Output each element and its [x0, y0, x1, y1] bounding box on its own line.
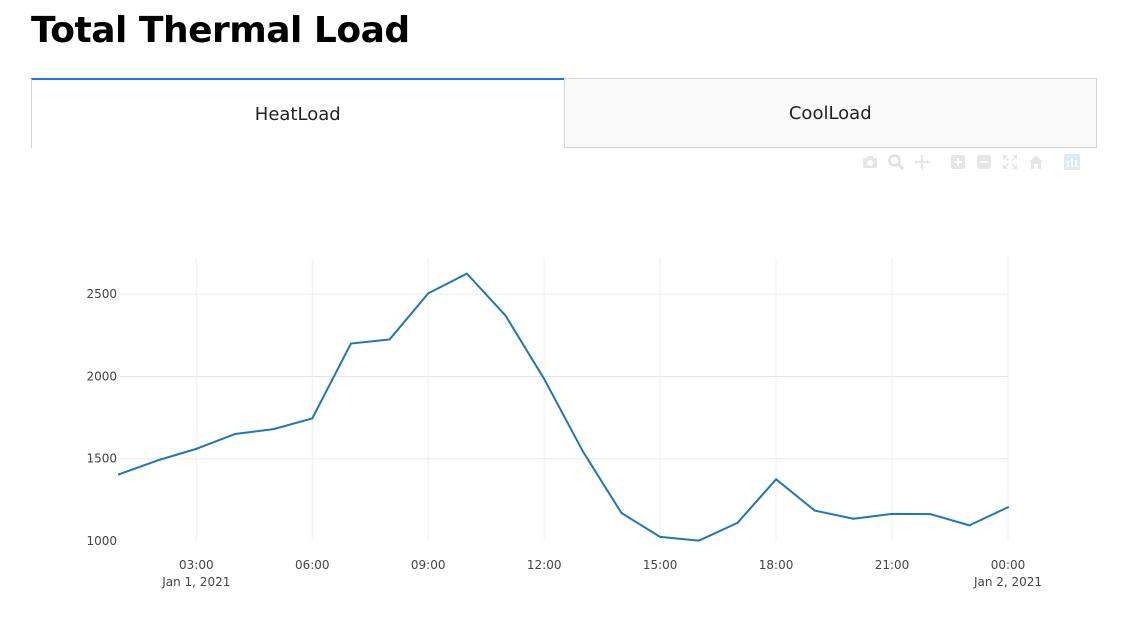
data-point [543, 377, 546, 380]
data-point [620, 512, 623, 515]
y-tick-label: 2500 [86, 287, 117, 301]
x-tick-sublabel: Jan 1, 2021 [161, 575, 230, 589]
camera-icon[interactable] [860, 152, 880, 172]
series-line [118, 272, 1009, 542]
x-tick-label: 12:00 [527, 558, 562, 572]
x-tick-label: 21:00 [875, 558, 910, 572]
data-point [736, 521, 739, 524]
autoscale-icon[interactable] [1000, 152, 1020, 172]
data-point [1007, 506, 1009, 509]
data-point [272, 428, 275, 431]
x-tick-label: 03:00 [179, 558, 214, 572]
reset-axes-icon[interactable] [1026, 152, 1046, 172]
x-tick-label: 00:00 [991, 558, 1026, 572]
grid-lines [119, 258, 1009, 541]
y-tick-label: 1500 [86, 452, 117, 466]
page-title: Total Thermal Load [31, 10, 410, 51]
data-point [233, 433, 236, 436]
x-tick-label: 15:00 [643, 558, 678, 572]
x-tick-sublabel: Jan 2, 2021 [973, 575, 1042, 589]
data-point [118, 473, 120, 476]
data-point [659, 535, 662, 538]
data-point [388, 338, 391, 341]
data-point [852, 517, 855, 520]
zoom-out-icon[interactable] [974, 152, 994, 172]
chart-modebar [860, 152, 1082, 172]
y-tick-label: 2000 [86, 369, 117, 383]
data-point [311, 417, 314, 420]
data-point [504, 314, 507, 317]
data-point [891, 512, 894, 515]
x-tick-label: 18:00 [759, 558, 794, 572]
data-point [813, 509, 816, 512]
y-tick-label: 1000 [86, 534, 117, 548]
pan-icon[interactable] [912, 152, 932, 172]
x-axis-ticks: 03:00 Jan 1, 2021 06:00 09:00 12:00 15:00 18:0… [161, 558, 1042, 589]
x-tick-label: 06:00 [295, 558, 330, 572]
x-tick-label: 09:00 [411, 558, 446, 572]
plotly-logo-icon[interactable] [1062, 152, 1082, 172]
tab-coolload[interactable]: CoolLoad [563, 78, 1097, 148]
data-point [968, 524, 971, 527]
data-point [156, 459, 159, 462]
series-layer [118, 272, 1009, 542]
y-axis-ticks: 1000 1500 2000 2500 [86, 287, 117, 548]
data-point [465, 272, 468, 275]
data-point [195, 447, 198, 450]
data-point [697, 539, 700, 542]
zoom-in-icon[interactable] [948, 152, 968, 172]
data-point [349, 342, 352, 345]
tab-heatload[interactable]: HeatLoad [31, 78, 564, 148]
data-point [427, 292, 430, 295]
tab-bar: HeatLoad CoolLoad [31, 78, 1097, 148]
data-point [581, 450, 584, 453]
data-point [929, 513, 932, 516]
data-point [775, 478, 778, 481]
zoom-icon[interactable] [886, 152, 906, 172]
